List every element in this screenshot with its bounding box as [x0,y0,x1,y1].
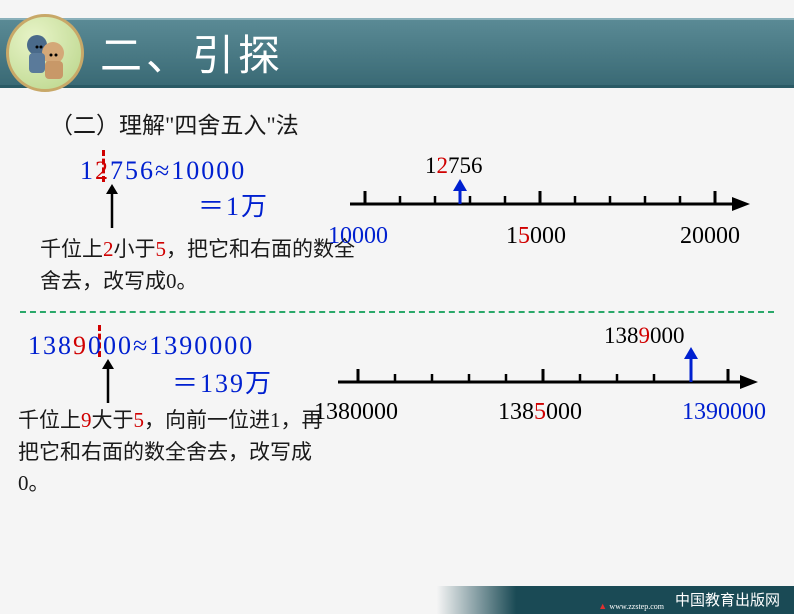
nl2-right: 1390000 [682,399,766,426]
example-1: 12756≈10000 ＝1万 千位上2小于5，把它和右面的数全舍去，改写成0。… [50,156,744,311]
expr2-line2: ＝139万 [172,363,273,400]
n1-suffix: 756 [110,156,155,185]
footer: ▲ www.zzstep.com 中国教育出版网 [0,586,794,614]
nl1-svg [350,179,750,229]
n1-key: 2 [95,156,110,185]
slide-header: 二、引探 [0,18,794,88]
footer-url: www.zzstep.com [609,602,664,611]
divider [20,311,774,313]
n2-key: 9 [73,331,88,360]
nl2-left: 1380000 [314,399,398,426]
arrow-up-1 [105,184,119,228]
nl1-left: 10000 [328,223,388,250]
explain-1: 千位上2小于5，把它和右面的数全舍去，改写成0。 [40,234,360,297]
badge-icon [6,14,84,92]
nl1-mid: 15000 [506,223,566,250]
nl1-ml-pre: 1 [425,153,437,178]
footer-brand: 中国教育出版网 [675,589,780,610]
nl1-mid-post: 000 [530,223,566,249]
slide-title: 二、引探 [100,22,284,83]
numberline-1: 12756 10000 15000 [350,161,750,234]
footer-logo: ▲ www.zzstep.com [598,602,664,611]
nl2-mid-pre: 138 [498,399,534,425]
e1-five: 5 [156,237,167,261]
n1-prefix: 1 [80,156,95,185]
nl1-mid-key: 5 [518,223,530,249]
nl2-ml-pre: 138 [604,323,639,348]
e2-mid: 大于 [92,408,134,432]
res2n: 139 [200,369,245,398]
arrow-up-2 [101,359,115,403]
numberline-2: 1389000 1380000 1385000 [338,323,758,406]
nl1-ml-key: 2 [437,153,449,178]
n2-suffix: 000 [88,331,133,360]
approx1: ≈ [155,156,171,185]
nl1-mid-pre: 1 [506,223,518,249]
e2-key: 9 [81,408,92,432]
e2-pre: 千位上 [18,408,81,432]
res1: 10000 [171,156,246,185]
expr1-line1: 12756≈10000 [80,156,246,186]
nl2-marker-label: 1389000 [604,323,685,349]
res1n: 1 [226,192,241,221]
res2u: 万 [245,369,273,398]
eq1: ＝ [198,192,226,221]
approx2: ≈ [133,331,149,360]
subtitle: （二）理解"四舍五入"法 [50,106,744,140]
example-2: 1389000≈1390000 ＝139万 千位上9大于5，向前一位进1，再把它… [50,323,744,503]
res2: 1390000 [149,331,254,360]
n2-prefix: 138 [28,331,73,360]
e1-mid: 小于 [114,237,156,261]
nl2-svg [338,347,758,401]
nl1-ml-post: 756 [448,153,483,178]
nl2-mid-key: 5 [534,399,546,425]
e2-five: 5 [134,408,145,432]
nl2-ml-key: 9 [639,323,651,348]
expr2-line1: 1389000≈1390000 [28,331,254,361]
nl2-mid-post: 000 [546,399,582,425]
e1-pre: 千位上 [40,237,103,261]
nl1-right: 20000 [680,223,740,250]
e1-key: 2 [103,237,114,261]
nl2-mid: 1385000 [498,399,582,426]
nl2-ml-post: 000 [650,323,685,348]
slide-content: （二）理解"四舍五入"法 12756≈10000 ＝1万 千位上2小于5，把它和… [0,88,794,503]
nl1-marker-label: 12756 [425,153,483,179]
res1u: 万 [241,192,269,221]
eq2: ＝ [172,369,200,398]
explain-2: 千位上9大于5，向前一位进1，再把它和右面的数全舍去，改写成0。 [18,405,328,500]
expr1-line2: ＝1万 [198,186,269,223]
